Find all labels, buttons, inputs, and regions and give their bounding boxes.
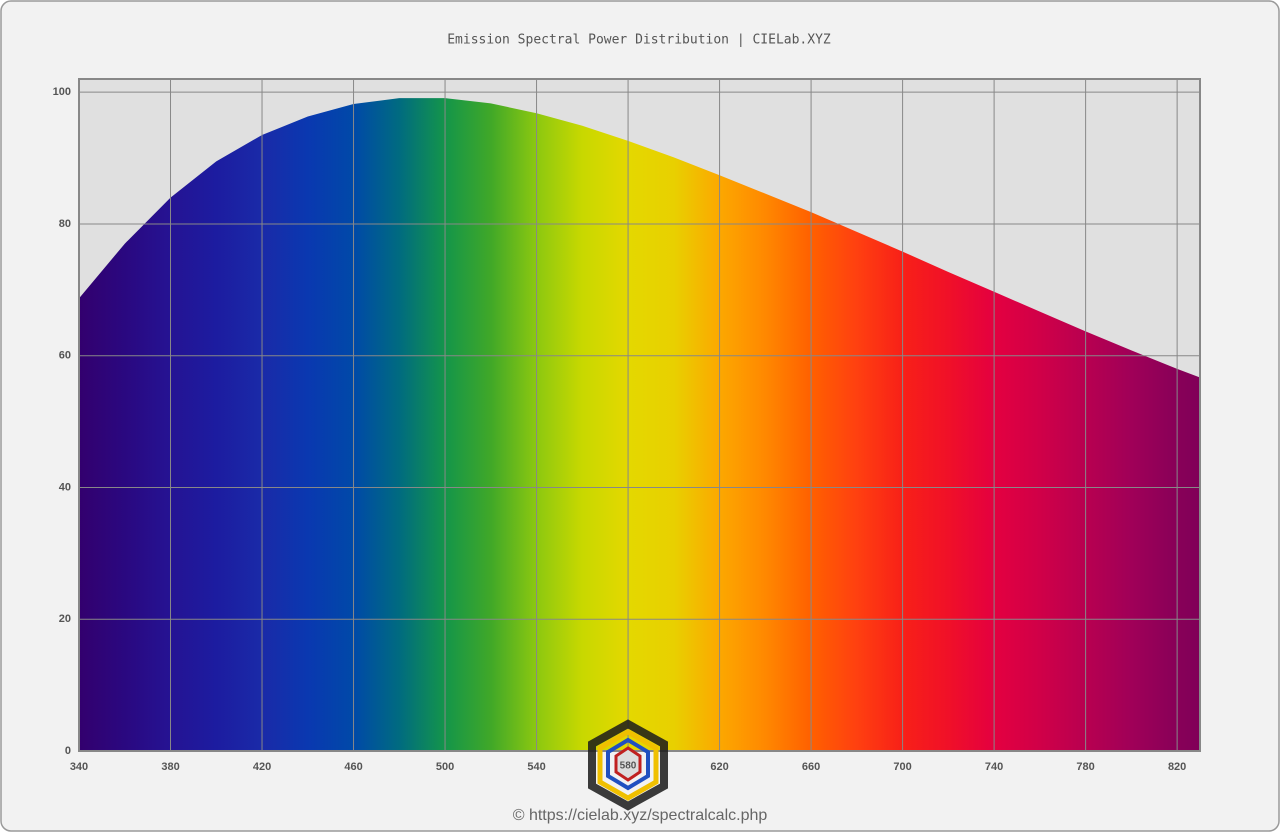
chart-title: Emission Spectral Power Distribution | C… <box>447 33 831 48</box>
x-tick-label: 380 <box>161 761 179 773</box>
x-tick-label: 660 <box>802 761 820 773</box>
x-tick-label: 540 <box>527 761 545 773</box>
y-tick-label: 100 <box>53 86 71 98</box>
y-tick-label: 0 <box>65 745 71 757</box>
x-tick-label: 820 <box>1168 761 1186 773</box>
logo-label: 580 <box>620 761 637 772</box>
x-tick-label: 740 <box>985 761 1003 773</box>
x-tick-label: 500 <box>436 761 454 773</box>
y-tick-label: 80 <box>59 218 71 230</box>
x-tick-label: 460 <box>344 761 362 773</box>
y-tick-label: 20 <box>59 613 71 625</box>
x-tick-label: 620 <box>710 761 728 773</box>
x-tick-label: 780 <box>1076 761 1094 773</box>
y-tick-label: 40 <box>59 481 71 493</box>
x-tick-label: 420 <box>253 761 271 773</box>
x-tick-label: 700 <box>893 761 911 773</box>
spectrum-area <box>79 98 1200 751</box>
x-tick-label: 340 <box>70 761 88 773</box>
plot-border <box>78 78 1201 752</box>
y-tick-label: 60 <box>59 350 71 362</box>
logo: 580 <box>588 719 668 811</box>
source: © https://cielab.xyz/spectralcalc.php <box>513 807 768 824</box>
